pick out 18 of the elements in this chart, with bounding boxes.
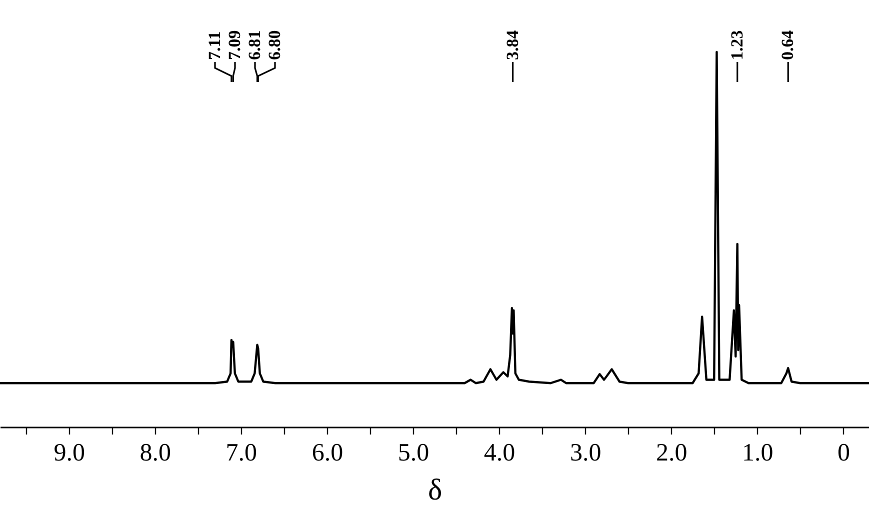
annotation: 0.64 — [778, 30, 798, 60]
annotation: 3.84 — [502, 30, 522, 60]
x-tick-label: 2.0 — [656, 440, 688, 466]
x-tick-label: 0 — [837, 440, 850, 466]
x-tick-label: 6.0 — [312, 440, 344, 466]
x-tick-label: 1.0 — [742, 440, 774, 466]
annotation: 6.81 — [245, 30, 264, 60]
annotation: 7.09 — [225, 30, 244, 60]
x-tick-label: 7.0 — [226, 440, 258, 466]
x-tick-label: 5.0 — [398, 440, 430, 466]
x-tick-label: 4.0 — [484, 440, 516, 466]
x-axis-title: δ — [428, 474, 442, 506]
x-tick-label: 3.0 — [570, 440, 602, 466]
x-tick-label: 9.0 — [54, 440, 85, 466]
annotation: 1.23 — [727, 30, 746, 60]
x-tick-label: 8.0 — [140, 440, 171, 466]
annotation: 7.11 — [205, 31, 224, 60]
annotation: 6.80 — [265, 30, 284, 60]
